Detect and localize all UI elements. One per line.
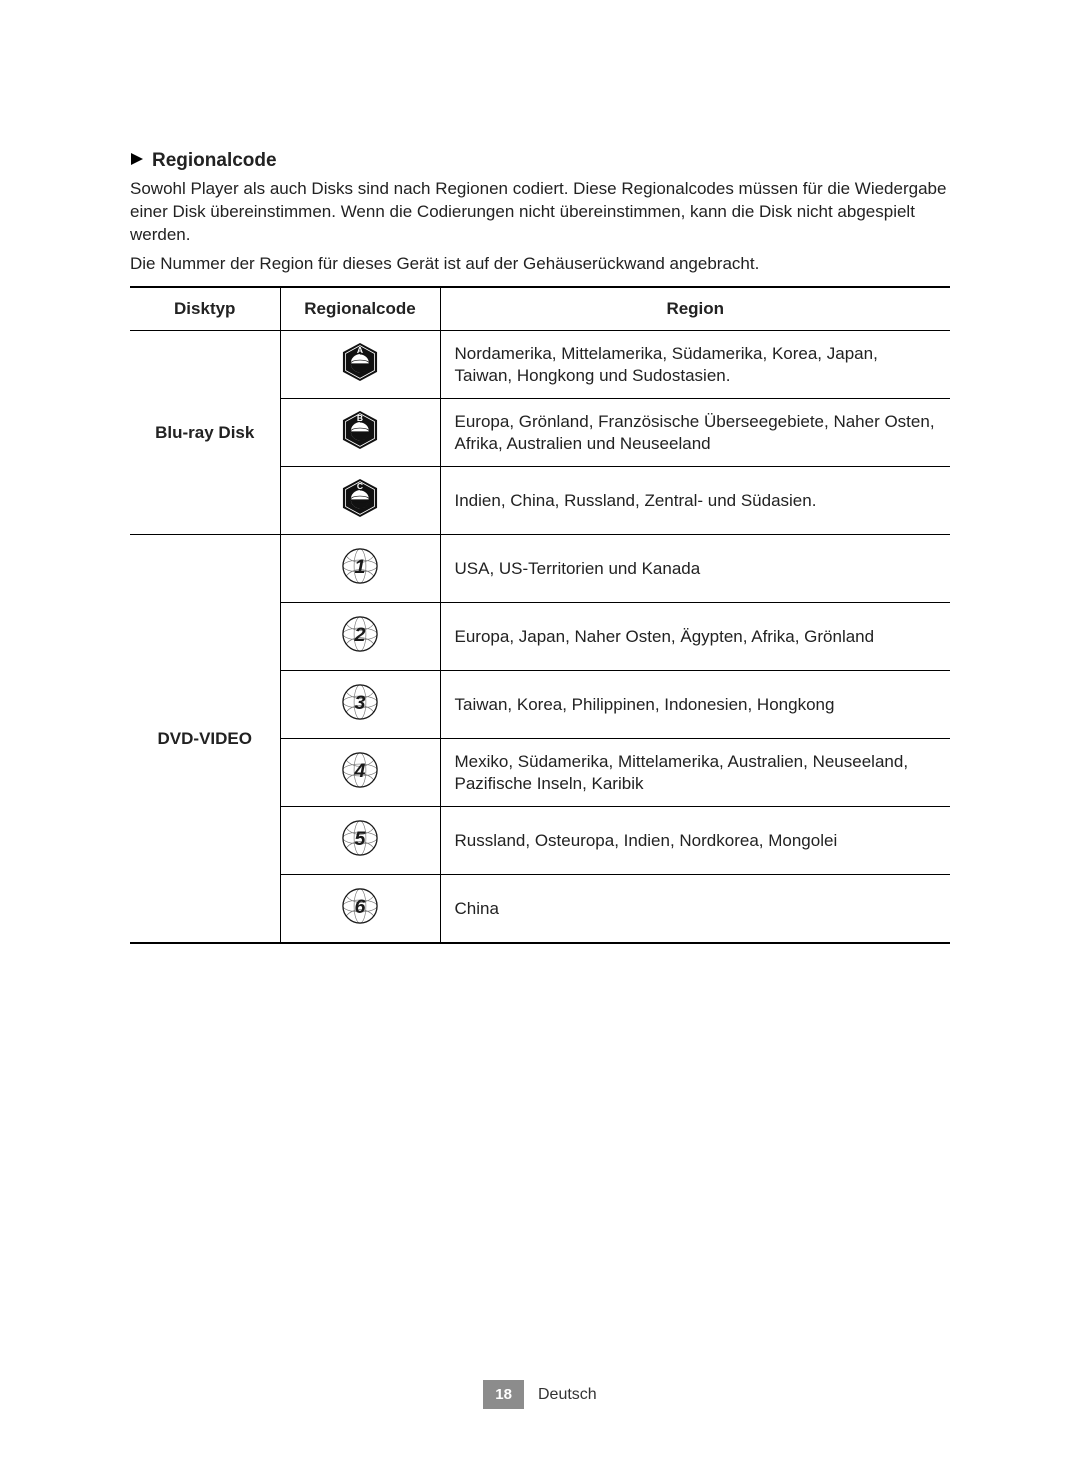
svg-text:4: 4 — [354, 760, 366, 782]
region-cell: Indien, China, Russland, Zentral- und Sü… — [440, 467, 950, 535]
heading-text: Regionalcode — [152, 150, 277, 172]
table-row: Blu-ray Disk A Nordamerika, Mittelamerik… — [130, 331, 950, 399]
svg-text:3: 3 — [355, 692, 366, 714]
svg-text:A: A — [357, 345, 363, 355]
table-header-row: Disktyp Regionalcode Region — [130, 287, 950, 331]
region-cell: China — [440, 875, 950, 944]
regioncode-cell: 6 — [280, 875, 440, 944]
svg-text:1: 1 — [355, 556, 366, 578]
region-cell: Russland, Osteuropa, Indien, Nordkorea, … — [440, 807, 950, 875]
th-disktype: Disktyp — [130, 287, 280, 331]
region-table: Disktyp Regionalcode Region Blu-ray Disk… — [130, 286, 950, 945]
svg-text:6: 6 — [355, 896, 367, 918]
region-cell: Europa, Grönland, Französische Überseege… — [440, 399, 950, 467]
region-cell: Nordamerika, Mittelamerika, Südamerika, … — [440, 331, 950, 399]
section-heading: Regionalcode — [130, 150, 950, 172]
table-row: DVD-VIDEO 1 USA, US-Territorien und Kana… — [130, 535, 950, 603]
regioncode-cell: 5 — [280, 807, 440, 875]
regioncode-cell: 4 — [280, 739, 440, 807]
intro-paragraph: Sowohl Player als auch Disks sind nach R… — [130, 178, 950, 247]
th-regionalcode: Regionalcode — [280, 287, 440, 331]
regioncode-cell: 3 — [280, 671, 440, 739]
region-cell: Europa, Japan, Naher Osten, Ägypten, Afr… — [440, 603, 950, 671]
regioncode-cell: B — [280, 399, 440, 467]
svg-text:B: B — [357, 413, 363, 423]
svg-text:5: 5 — [355, 828, 367, 850]
page-footer: 18 Deutsch — [0, 1380, 1080, 1409]
disktype-cell: DVD-VIDEO — [130, 535, 280, 944]
subintro-paragraph: Die Nummer der Region für dieses Gerät i… — [130, 253, 950, 276]
page-number: 18 — [483, 1380, 524, 1409]
region-cell: Taiwan, Korea, Philippinen, Indonesien, … — [440, 671, 950, 739]
page-language: Deutsch — [538, 1386, 597, 1404]
regioncode-cell: 2 — [280, 603, 440, 671]
regioncode-cell: 1 — [280, 535, 440, 603]
svg-text:C: C — [357, 481, 363, 491]
svg-text:2: 2 — [354, 624, 366, 646]
regioncode-cell: C — [280, 467, 440, 535]
triangle-icon — [130, 150, 144, 172]
region-cell: Mexiko, Südamerika, Mittelamerika, Austr… — [440, 739, 950, 807]
region-cell: USA, US-Territorien und Kanada — [440, 535, 950, 603]
disktype-cell: Blu-ray Disk — [130, 331, 280, 535]
th-region: Region — [440, 287, 950, 331]
regioncode-cell: A — [280, 331, 440, 399]
